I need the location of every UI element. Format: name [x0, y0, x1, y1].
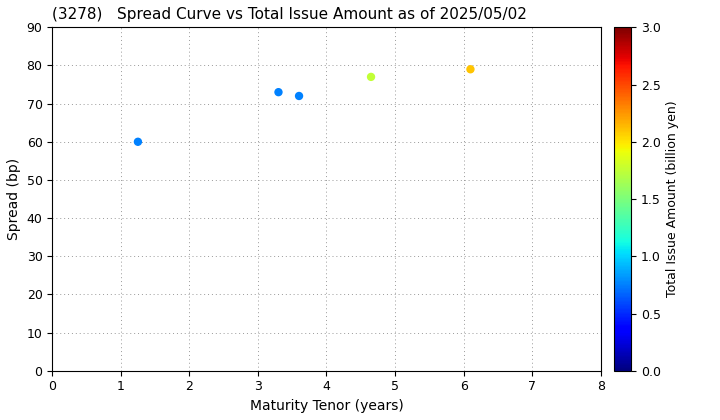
Point	[293, 93, 305, 100]
Point	[273, 89, 284, 95]
Point	[132, 139, 144, 145]
Point	[464, 66, 476, 73]
Y-axis label: Spread (bp): Spread (bp)	[7, 158, 21, 240]
Y-axis label: Total Issue Amount (billion yen): Total Issue Amount (billion yen)	[667, 101, 680, 297]
Text: (3278)   Spread Curve vs Total Issue Amount as of 2025/05/02: (3278) Spread Curve vs Total Issue Amoun…	[53, 7, 527, 22]
Point	[365, 74, 377, 80]
X-axis label: Maturity Tenor (years): Maturity Tenor (years)	[250, 399, 403, 413]
